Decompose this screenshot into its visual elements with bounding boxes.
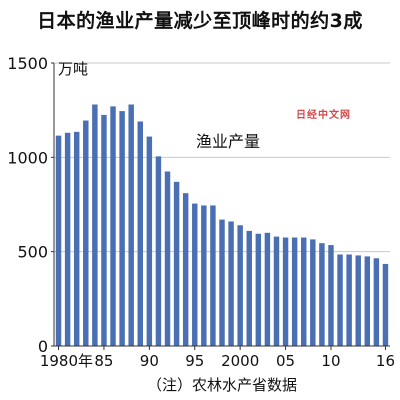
bar xyxy=(64,132,71,346)
bar xyxy=(73,131,80,346)
bar xyxy=(310,239,316,346)
bar xyxy=(128,104,134,346)
bar xyxy=(373,258,380,346)
bar xyxy=(110,106,116,346)
bar xyxy=(192,203,198,346)
y-tick-label: 500 xyxy=(17,243,48,262)
bar xyxy=(83,120,89,346)
unit-label: 万吨 xyxy=(58,60,88,78)
bar xyxy=(246,230,252,346)
watermark-logo: 日经中文网 xyxy=(296,110,351,121)
bar xyxy=(328,245,334,346)
bar xyxy=(228,221,234,346)
x-tick-label: 05 xyxy=(276,352,295,370)
x-tick-label: 2000 xyxy=(221,352,259,370)
y-tick-label: 1500 xyxy=(7,54,48,73)
bar xyxy=(382,263,389,346)
bar xyxy=(301,237,307,346)
bar xyxy=(264,232,271,346)
bar xyxy=(346,254,352,346)
bar xyxy=(219,219,225,346)
bar xyxy=(255,233,262,346)
x-tick-label: 90 xyxy=(140,352,159,370)
source-note: （注）农林水产省数据 xyxy=(147,376,297,394)
chart-title: 日本的渔业产量减少至顶峰时的约3成 xyxy=(37,10,363,32)
bar xyxy=(273,236,280,346)
bar xyxy=(164,171,171,346)
bar xyxy=(282,237,289,346)
y-tick-label: 1000 xyxy=(7,148,48,167)
bar xyxy=(146,136,153,346)
y-tick-label: 0 xyxy=(38,337,48,356)
bar xyxy=(155,156,162,346)
bar xyxy=(173,181,180,346)
bar xyxy=(137,121,143,346)
bar xyxy=(101,114,107,346)
bar xyxy=(55,135,62,346)
bar xyxy=(182,193,189,346)
bar xyxy=(237,225,243,346)
bar xyxy=(364,256,371,346)
bar xyxy=(119,111,125,346)
x-tick-label: 10 xyxy=(321,352,340,370)
x-tick-label: 1980年 xyxy=(40,352,93,370)
x-tick-label: 95 xyxy=(185,352,204,370)
bar xyxy=(210,205,216,346)
bar xyxy=(355,255,361,346)
bar xyxy=(291,237,298,346)
x-tick-label: 85 xyxy=(94,352,113,370)
bar xyxy=(319,243,325,346)
series-label: 渔业产量 xyxy=(196,132,260,151)
x-tick-label: 16 xyxy=(376,352,395,370)
bar xyxy=(337,254,343,346)
bar xyxy=(201,205,207,346)
bar xyxy=(92,104,98,346)
